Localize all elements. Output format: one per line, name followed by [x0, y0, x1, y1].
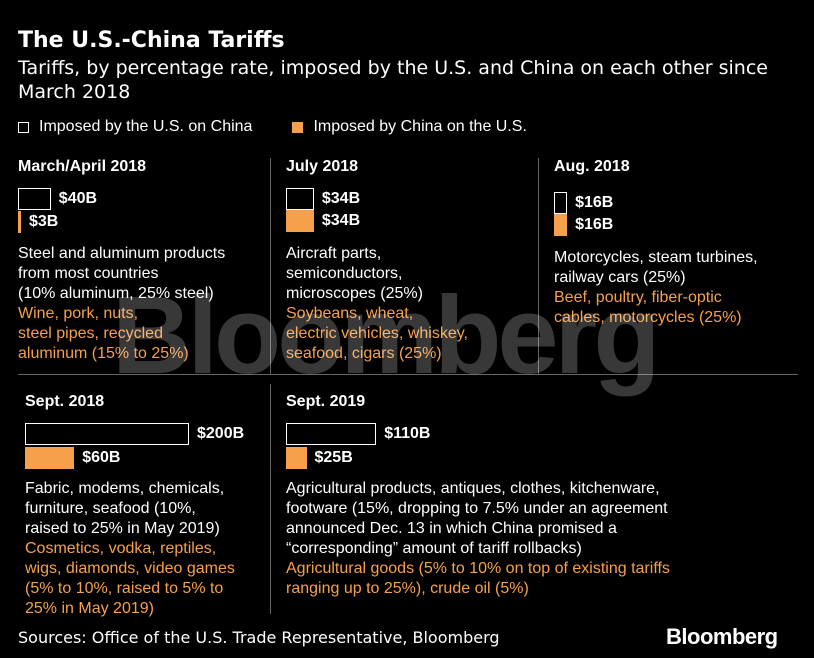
panel-period: July 2018: [286, 158, 359, 175]
desc-us-line: furniture, seafood (10%,: [25, 500, 196, 517]
bar-label-us: $16B: [575, 194, 614, 211]
bar-us: [286, 423, 377, 445]
desc-china-line: Beef, poultry, fiber-optic: [554, 289, 722, 306]
desc-china-line: cables, motorcycles (25%): [554, 309, 742, 326]
chart-title: The U.S.-China Tariffs: [18, 28, 285, 53]
bar-china: [286, 210, 314, 232]
desc-china-line: (5% to 10%, raised to 5% to: [25, 580, 224, 597]
desc-china-line: steel pipes, recycled: [18, 325, 163, 342]
bar-label-china: $34B: [321, 212, 361, 229]
bar-us: [554, 192, 568, 214]
desc-china-line: electric vehicles, whiskey,: [286, 325, 468, 342]
bar-us: [25, 423, 189, 445]
divider-vertical-1: [270, 158, 271, 374]
divider-vertical-2: [538, 158, 539, 374]
panel-description: Fabric, modems, chemicals, furniture, sea…: [25, 479, 275, 619]
desc-us-line: Aircraft parts,: [286, 245, 382, 262]
desc-china-line: Wine, pork, nuts,: [18, 305, 139, 322]
bar-china: [286, 447, 307, 469]
panel-period: Sept. 2019: [286, 393, 366, 410]
panel-period: March/April 2018: [18, 158, 147, 175]
divider-vertical-3: [270, 384, 271, 614]
desc-us-line: footware (15%, dropping to 7.5% under an…: [286, 500, 668, 517]
panel-period: Aug. 2018: [554, 158, 630, 175]
bar-china: [25, 447, 75, 469]
bar-label-china: $25B: [314, 449, 353, 466]
bar-label-china: $3B: [29, 213, 59, 230]
panel-description: Motorcycles, steam turbines, railway cars…: [554, 248, 804, 328]
bar-label-us: $40B: [58, 190, 98, 207]
desc-us-line: Agricultural products, antiques, clothes…: [286, 480, 660, 497]
desc-us-line: announced Dec. 13 in which China promise…: [286, 520, 617, 537]
desc-china-line: ranging up to 25%), crude oil (5%): [286, 580, 529, 597]
chart-subtitle: Tariffs, by percentage rate, imposed by …: [18, 57, 768, 103]
desc-china-line: Agricultural goods (5% to 10% on top of …: [286, 560, 670, 577]
desc-us-line: semiconductors,: [286, 265, 403, 282]
desc-us-line: raised to 25% in May 2019): [25, 520, 220, 537]
desc-us-line: from most countries: [18, 265, 159, 282]
bar-label-us: $110B: [384, 425, 431, 442]
source-note: Sources: Office of the U.S. Trade Repres…: [18, 628, 500, 647]
bar-china: [554, 214, 568, 236]
bar-china: [18, 211, 21, 233]
desc-china-line: Cosmetics, vodka, reptiles,: [25, 540, 217, 557]
panel-description: Aircraft parts, semiconductors, microscope…: [286, 244, 536, 364]
desc-us-line: railway cars (25%): [554, 269, 686, 286]
desc-us-line: microscopes (25%): [286, 285, 423, 302]
desc-us-line: “corresponding” amount of tariff rollbac…: [286, 540, 582, 557]
legend-label-us: Imposed by the U.S. on China: [39, 118, 253, 135]
bar-us: [18, 188, 51, 210]
desc-china-line: seafood, cigars (25%): [286, 345, 442, 362]
bar-label-china: $16B: [575, 216, 614, 233]
legend-swatch-china: [292, 121, 304, 133]
desc-us-line: Fabric, modems, chemicals,: [25, 480, 225, 497]
bar-label-us: $34B: [321, 190, 361, 207]
panel-description: Agricultural products, antiques, clothes…: [286, 479, 786, 599]
panel-period: Sept. 2018: [25, 393, 105, 410]
legend: Imposed by the U.S. on China Imposed by …: [18, 118, 527, 136]
bar-us: [286, 188, 314, 210]
legend-label-china: Imposed by China on the U.S.: [313, 118, 527, 135]
desc-china-line: wigs, diamonds, video games: [25, 560, 235, 577]
desc-us-line: Motorcycles, steam turbines,: [554, 249, 758, 266]
desc-china-line: Soybeans, wheat,: [286, 305, 414, 322]
bar-label-us: $200B: [197, 425, 245, 442]
desc-china-line: aluminum (15% to 25%): [18, 345, 189, 362]
panel-description: Steel and aluminum products from most cou…: [18, 244, 268, 364]
bloomberg-logo: Bloomberg: [666, 624, 778, 649]
desc-us-line: Steel and aluminum products: [18, 245, 226, 262]
desc-us-line: (10% aluminum, 25% steel): [18, 285, 214, 302]
bar-label-china: $60B: [82, 449, 121, 466]
desc-china-line: 25% in May 2019): [25, 600, 154, 617]
divider-horizontal: [18, 374, 798, 375]
legend-swatch-us: [18, 121, 29, 133]
